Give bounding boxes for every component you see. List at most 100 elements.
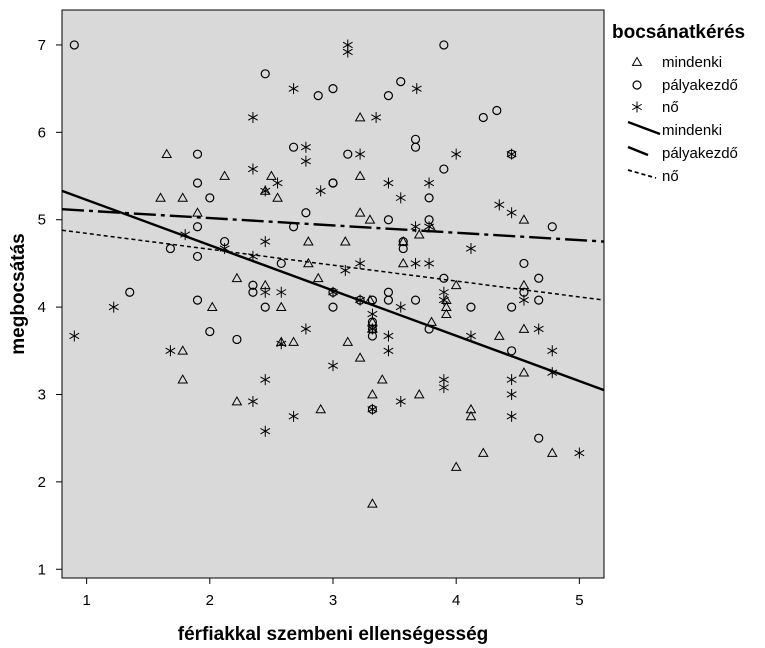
y-axis-title: megbocsátás <box>8 233 29 354</box>
data-point <box>328 302 338 312</box>
data-point <box>205 193 215 203</box>
data-point <box>301 208 311 218</box>
x-tick-label: 4 <box>452 592 460 609</box>
fit-line-dash <box>61 208 605 243</box>
legend-item-solid-line: mindenki <box>627 120 722 139</box>
data-point <box>367 403 378 415</box>
fit-line-solid <box>61 189 605 392</box>
data-point <box>383 345 394 357</box>
data-point <box>424 193 434 203</box>
data-point <box>547 222 557 232</box>
data-point <box>177 374 189 384</box>
data-point <box>354 352 366 362</box>
legend-line-dash-line <box>627 145 649 157</box>
data-point <box>506 388 517 400</box>
y-tick-label: 5 <box>38 212 46 229</box>
x-axis-title: férfiakkal szembeni ellenségesség <box>178 624 489 645</box>
data-point <box>383 91 394 101</box>
legend-marker-circle <box>632 80 642 90</box>
data-point <box>69 330 80 342</box>
data-point <box>300 141 311 153</box>
data-point <box>465 410 477 421</box>
data-point <box>260 286 271 298</box>
data-point <box>192 295 203 305</box>
data-point <box>192 207 203 217</box>
legend-label: mindenki <box>662 54 722 71</box>
data-point <box>410 295 421 305</box>
legend-marker-star <box>631 101 643 113</box>
data-point <box>494 199 505 211</box>
legend-line-dotted-line <box>627 169 657 179</box>
data-point <box>383 330 394 342</box>
data-point <box>177 192 189 202</box>
data-point <box>398 243 408 254</box>
data-point <box>342 336 354 346</box>
data-point <box>205 326 215 337</box>
data-point <box>155 192 166 202</box>
data-point <box>413 229 425 239</box>
data-point <box>383 287 394 297</box>
y-tick-label: 7 <box>38 37 46 54</box>
data-point <box>231 272 243 283</box>
data-point <box>288 83 299 95</box>
data-point <box>343 149 353 159</box>
fit-line-dotted <box>61 229 605 301</box>
data-point <box>312 272 324 283</box>
data-point <box>533 323 544 335</box>
data-point <box>396 77 406 87</box>
data-point <box>410 257 421 269</box>
data-point <box>518 294 529 306</box>
data-point <box>451 148 462 160</box>
data-point <box>247 395 258 407</box>
data-point <box>300 323 311 335</box>
data-point <box>574 447 585 459</box>
data-point <box>231 395 243 406</box>
legend-label: pályakezdő <box>662 77 738 94</box>
data-point <box>355 257 366 269</box>
data-point <box>315 403 327 414</box>
data-point <box>411 83 422 95</box>
data-point <box>276 286 287 298</box>
data-point <box>410 142 421 152</box>
data-point <box>424 257 435 269</box>
y-tick-label: 4 <box>38 299 46 316</box>
data-point <box>303 257 314 268</box>
data-point <box>303 236 314 246</box>
data-point <box>355 148 366 160</box>
data-point <box>340 264 351 276</box>
data-point <box>478 112 488 123</box>
data-point <box>260 425 271 437</box>
data-point <box>465 243 476 255</box>
x-tick-label: 1 <box>82 592 90 609</box>
data-point <box>328 178 338 188</box>
y-tick-label: 1 <box>38 561 46 578</box>
series-star <box>69 39 585 459</box>
data-point <box>219 170 230 180</box>
data-point <box>275 301 287 311</box>
data-point <box>192 149 203 159</box>
data-point <box>177 345 189 355</box>
y-tick-label: 2 <box>38 474 46 491</box>
x-tick-label: 3 <box>329 592 337 609</box>
data-point <box>288 142 299 152</box>
data-point <box>248 287 258 297</box>
data-point <box>367 498 378 508</box>
data-point <box>192 222 203 232</box>
data-point <box>367 308 378 320</box>
data-point <box>507 346 517 356</box>
data-point <box>328 84 338 94</box>
data-point <box>398 236 408 247</box>
data-point <box>288 336 299 346</box>
data-point <box>206 301 218 311</box>
data-point <box>367 388 378 399</box>
data-point <box>276 258 286 269</box>
data-point <box>438 294 449 306</box>
data-point <box>315 185 326 197</box>
data-point <box>266 170 277 180</box>
legend-label: nő <box>662 99 679 116</box>
data-point <box>507 302 517 312</box>
data-point <box>232 334 242 345</box>
data-point <box>260 69 270 79</box>
data-point <box>354 207 366 217</box>
